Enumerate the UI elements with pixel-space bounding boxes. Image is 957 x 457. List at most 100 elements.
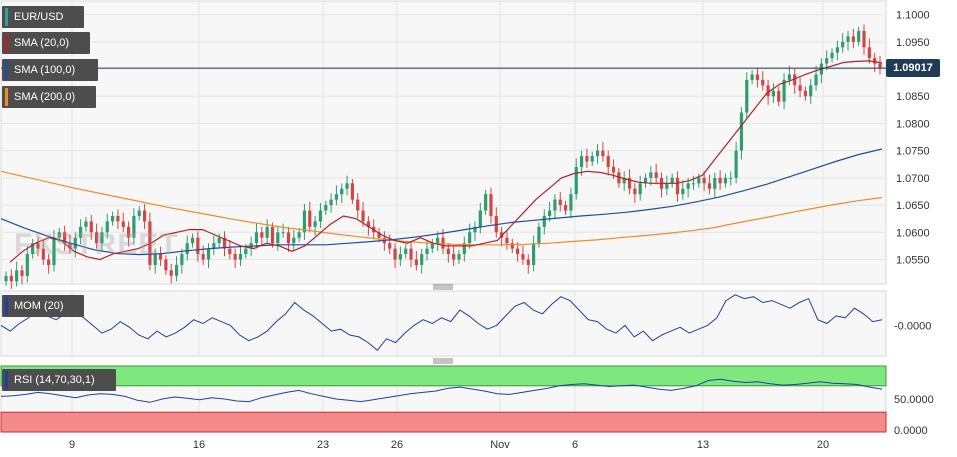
candle-body — [388, 243, 392, 249]
momentum-line — [0, 294, 883, 352]
candle-body — [174, 264, 179, 276]
candle-body — [750, 74, 754, 80]
candle-body — [31, 243, 35, 255]
legend-sma-20[interactable]: SMA (20,0) — [2, 32, 90, 54]
candle-body — [73, 237, 77, 249]
legend-swatch — [5, 88, 8, 106]
candle-body — [547, 210, 552, 216]
candle-body — [825, 58, 829, 64]
legend-label: SMA (100,0) — [14, 64, 76, 76]
candle-body — [238, 254, 243, 260]
candle-body — [766, 85, 770, 97]
candle-body — [84, 221, 88, 227]
candle-body — [398, 254, 402, 260]
candle-body — [782, 79, 786, 102]
candle-body — [851, 36, 855, 42]
candle-body — [686, 183, 690, 189]
y-tick-label: 1.0550 — [896, 255, 930, 267]
x-axis-ticks: 9 16 23 26 Nov 6 13 20 — [69, 439, 829, 451]
candle-body — [254, 232, 259, 244]
legend-eurusd[interactable]: EUR/USD — [2, 6, 84, 28]
y-tick-label: 1.0950 — [896, 37, 930, 49]
candle-body — [190, 237, 195, 244]
candle-body — [137, 210, 141, 216]
candle-body — [516, 248, 520, 255]
candle-body — [233, 254, 237, 260]
candle-body — [569, 194, 573, 211]
sma-20-line — [9, 60, 883, 263]
momentum-y-tick-label: -0.0000 — [894, 320, 931, 332]
y-tick-label: 1.0850 — [896, 91, 930, 103]
candle-body — [542, 215, 546, 227]
y-tick-label: 1.1000 — [896, 10, 930, 22]
candle-body — [4, 275, 8, 282]
candle-body — [606, 156, 610, 167]
legend-rsi[interactable]: RSI (14,70,30,1) — [2, 369, 116, 391]
x-tick-label: 16 — [193, 439, 205, 451]
candle-body — [510, 243, 514, 249]
candle-body — [462, 243, 466, 255]
candle-body — [846, 36, 850, 42]
candle-body — [318, 210, 323, 222]
x-tick-label: 6 — [572, 439, 578, 451]
candle-body — [484, 194, 488, 211]
y-tick-label: 1.0700 — [896, 173, 930, 185]
legend-momentum[interactable]: MOM (20) — [2, 295, 84, 317]
candle-body — [425, 248, 429, 255]
candle-body — [718, 177, 722, 184]
x-tick-label: Nov — [490, 439, 510, 451]
candle-body — [627, 177, 632, 189]
y-tick-label: 1.0800 — [896, 118, 930, 130]
candle-body — [196, 237, 200, 255]
candle-body — [212, 243, 216, 249]
candle-body — [563, 205, 568, 211]
candle-body — [100, 232, 104, 244]
panel-resize-handles[interactable] — [433, 284, 453, 364]
candle-body — [142, 210, 147, 222]
sma-200-line — [0, 170, 883, 246]
candle-body — [281, 232, 285, 234]
candle-body — [169, 270, 173, 276]
candle-body — [787, 74, 792, 80]
candle-body — [681, 188, 685, 195]
grid-lines — [1, 1, 886, 432]
legend-sma-200[interactable]: SMA (200,0) — [2, 86, 96, 108]
legend-sma-100[interactable]: SMA (100,0) — [2, 59, 98, 81]
candle-body — [313, 221, 317, 227]
candle-body — [755, 74, 760, 80]
candle-body — [286, 232, 291, 244]
candle-body — [297, 232, 301, 238]
sma-100-line — [0, 148, 883, 256]
candle-body — [361, 210, 365, 222]
candle-body — [862, 30, 866, 48]
candle-body — [15, 270, 19, 282]
candle-body — [110, 215, 115, 222]
candle-body — [89, 221, 93, 233]
candle-body — [713, 177, 717, 189]
legend-label: SMA (20,0) — [14, 37, 70, 49]
candle-body — [590, 156, 594, 162]
candle-body — [116, 215, 120, 222]
candle-body — [105, 221, 109, 233]
candle-body — [617, 172, 621, 184]
candle-body — [446, 248, 450, 255]
candle-body — [793, 74, 797, 86]
candle-body — [132, 215, 136, 238]
candle-body — [164, 259, 168, 271]
candle-body — [622, 177, 626, 184]
candle-body — [649, 172, 653, 178]
candle-body — [94, 232, 99, 244]
candle-body — [707, 183, 712, 189]
candle-body — [771, 90, 776, 97]
candle-body — [857, 30, 861, 42]
candle-body — [302, 210, 307, 233]
candle-body — [729, 177, 733, 179]
legend-swatch — [5, 297, 8, 315]
candle-body — [489, 194, 493, 216]
candle-body — [745, 79, 749, 113]
candle-body — [473, 226, 477, 233]
candle-body — [366, 221, 370, 227]
candle-body — [308, 210, 312, 227]
candle-body — [222, 237, 227, 249]
rsi-y-tick-label: 0.0000 — [894, 425, 928, 437]
